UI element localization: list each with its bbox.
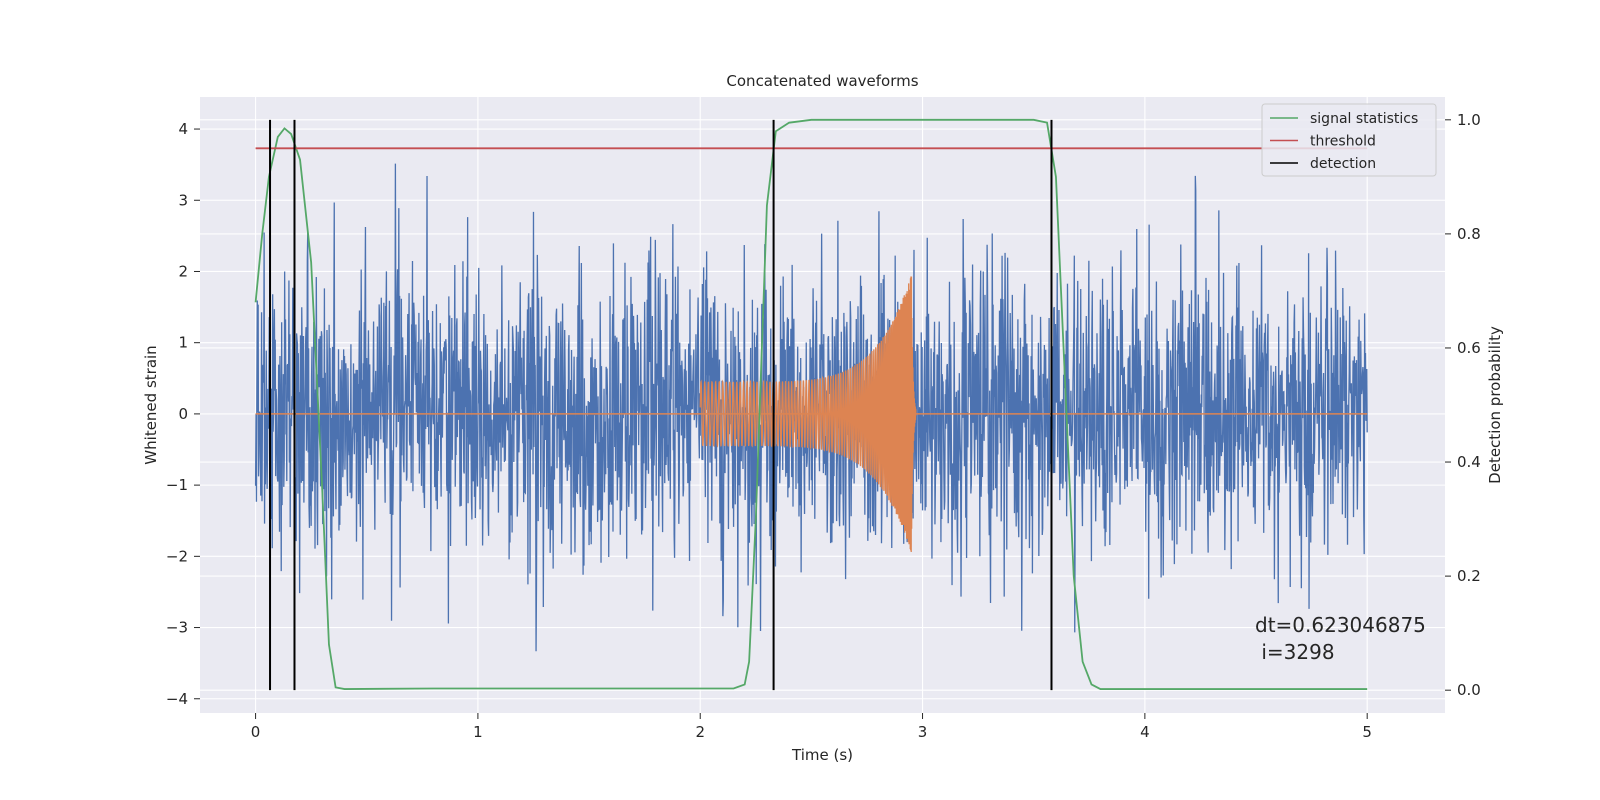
chart-title: Concatenated waveforms (726, 72, 918, 90)
y-tick-label-right: 0.6 (1457, 339, 1481, 357)
y-tick-label: 2 (178, 262, 188, 280)
annotation-dt: dt=0.623046875 (1255, 613, 1426, 637)
y-tick-label: −1 (166, 476, 188, 494)
x-tick-label: 3 (918, 723, 928, 741)
strain-line (254, 163, 1368, 652)
signal-statistics-line (254, 118, 1368, 690)
legend-box (1261, 103, 1437, 177)
y-tick-label-right: 0.4 (1457, 453, 1481, 471)
y-tick-label-right: 0.0 (1457, 681, 1481, 699)
legend: signal statistics threshold detection (1261, 103, 1437, 177)
y-tick-label: 3 (178, 191, 188, 209)
y-tick-label-right: 1.0 (1457, 111, 1481, 129)
x-tick-label: 0 (251, 723, 261, 741)
y-axis-label-right: Detection probability (1486, 326, 1504, 484)
y-axis-label: Whitened strain (142, 345, 160, 464)
plot-content (254, 118, 1368, 691)
x-axis-label: Time (s) (791, 746, 853, 764)
y-tick-label: 4 (178, 120, 188, 138)
y-tick-label: 1 (178, 334, 188, 352)
axis-ticks: 0 1 2 3 4 5 −4 −3 −2 −1 0 1 2 3 4 0.0 0.2 0.4 0.6 0.8 1.0 (166, 111, 1481, 741)
legend-label-threshold: threshold (1310, 134, 1376, 150)
y-tick-label: −4 (166, 690, 188, 708)
injected-waveform-series (255, 276, 1368, 553)
y-tick-label: −2 (166, 547, 188, 565)
x-tick-label: 4 (1140, 723, 1150, 741)
legend-label-signal-statistics: signal statistics (1310, 111, 1418, 127)
y-tick-label-right: 0.8 (1457, 225, 1481, 243)
x-tick-label: 1 (473, 723, 483, 741)
strain-series (254, 163, 1368, 652)
detection-series (254, 118, 1368, 691)
annotation-index: i=3298 (1255, 640, 1335, 664)
plot-area: 0 1 2 3 4 5 −4 −3 −2 −1 0 1 2 3 4 0.0 0.2 0.4 0.6 0.8 1.0 (166, 97, 1481, 741)
x-tick-label: 5 (1362, 723, 1372, 741)
x-tick-label: 2 (695, 723, 705, 741)
y-tick-label-right: 0.2 (1457, 567, 1481, 585)
injected-waveform-line (699, 276, 917, 553)
legend-label-detection: detection (1310, 156, 1376, 172)
y-tick-label: −3 (166, 619, 188, 637)
y-tick-label: 0 (178, 405, 188, 423)
